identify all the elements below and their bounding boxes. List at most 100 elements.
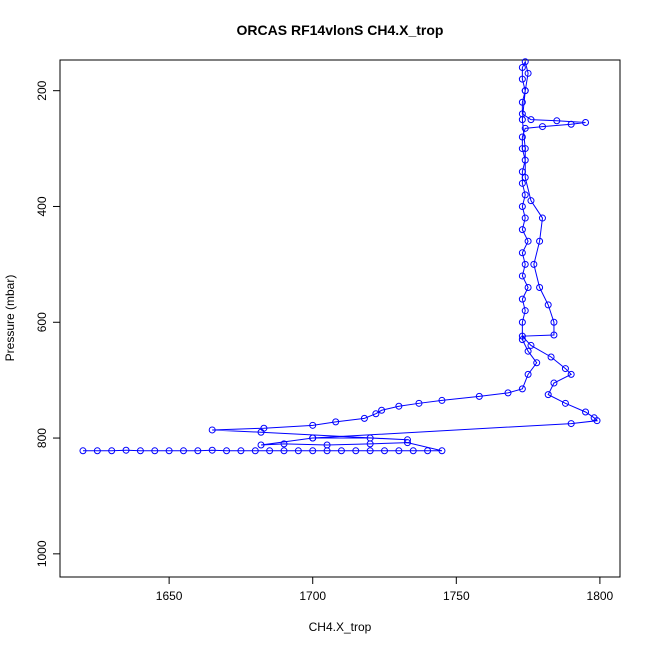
data-point [550,331,558,339]
data-point [518,145,526,153]
data-point [438,396,446,404]
data-point [544,391,552,399]
data-point [521,174,529,182]
data-point [567,120,575,128]
data-point [151,447,159,455]
data-point [518,226,526,234]
data-point [424,447,432,455]
data-point [257,441,265,449]
data-point [518,336,526,344]
data-point [366,434,374,442]
data-point [79,447,87,455]
data-point [521,145,529,153]
data-point [366,447,374,455]
data-point [521,191,529,199]
data-point [294,447,302,455]
data-point [567,420,575,428]
data-point [536,284,544,292]
y-tick-label: 600 [35,312,49,332]
data-point [136,447,144,455]
data-point [533,359,541,367]
data-point [550,318,558,326]
data-point [309,434,317,442]
data-point [521,124,529,132]
data-point [582,408,590,416]
data-point [527,197,535,205]
y-tick-label: 400 [35,196,49,216]
data-point [567,370,575,378]
data-point [518,272,526,280]
data-point [521,307,529,315]
data-point [415,399,423,407]
data-point [521,260,529,268]
data-point [395,402,403,410]
data-point [530,260,538,268]
data-point [547,353,555,361]
data-point [518,98,526,106]
data-point [544,301,552,309]
data-point [332,418,340,426]
x-tick-label: 1750 [443,589,470,603]
data-point [550,379,558,387]
data-point [524,370,532,378]
data-point [251,447,259,455]
x-axis-label: CH4.X_trop [309,620,372,634]
data-point [518,295,526,303]
data-point [260,424,268,432]
data-point [518,202,526,210]
y-tick-label: 800 [35,428,49,448]
data-point [378,406,386,414]
data-point [360,414,368,422]
data-point [518,64,526,72]
data-point [538,123,546,131]
data-point [372,410,380,418]
data-point [323,441,331,449]
data-point [518,249,526,257]
data-point [524,347,532,355]
x-tick-label: 1700 [299,589,326,603]
data-point [521,58,529,66]
data-point [518,385,526,393]
data-point [381,447,389,455]
data-point [475,392,483,400]
data-point [518,179,526,187]
data-line [82,60,599,452]
data-point [518,168,526,176]
data-point [337,447,345,455]
data-point [237,447,245,455]
data-point [409,447,417,455]
plot-frame [59,59,621,578]
data-point [208,446,216,454]
data-point [538,214,546,222]
data-point [352,447,360,455]
data-point [524,69,532,77]
y-tick-label: 1000 [35,540,49,567]
chart-title: ORCAS RF14vlonS CH4.X_trop [237,22,444,38]
data-point [518,318,526,326]
data-point [403,439,411,447]
data-point [179,447,187,455]
data-point [521,156,529,164]
data-point [266,447,274,455]
data-point [395,447,403,455]
data-point [122,446,130,454]
x-tick-label: 1650 [156,589,183,603]
data-point [93,447,101,455]
data-point [561,399,569,407]
data-point [524,237,532,245]
data-point [518,133,526,141]
data-point [403,436,411,444]
data-point [561,365,569,373]
data-point [582,119,590,127]
data-point [309,447,317,455]
data-point [438,447,446,455]
data-point [518,116,526,124]
data-point [521,214,529,222]
data-point [527,116,535,124]
data-point [280,447,288,455]
y-tick-label: 200 [35,80,49,100]
data-point [593,417,601,425]
x-tick-label: 1800 [587,589,614,603]
